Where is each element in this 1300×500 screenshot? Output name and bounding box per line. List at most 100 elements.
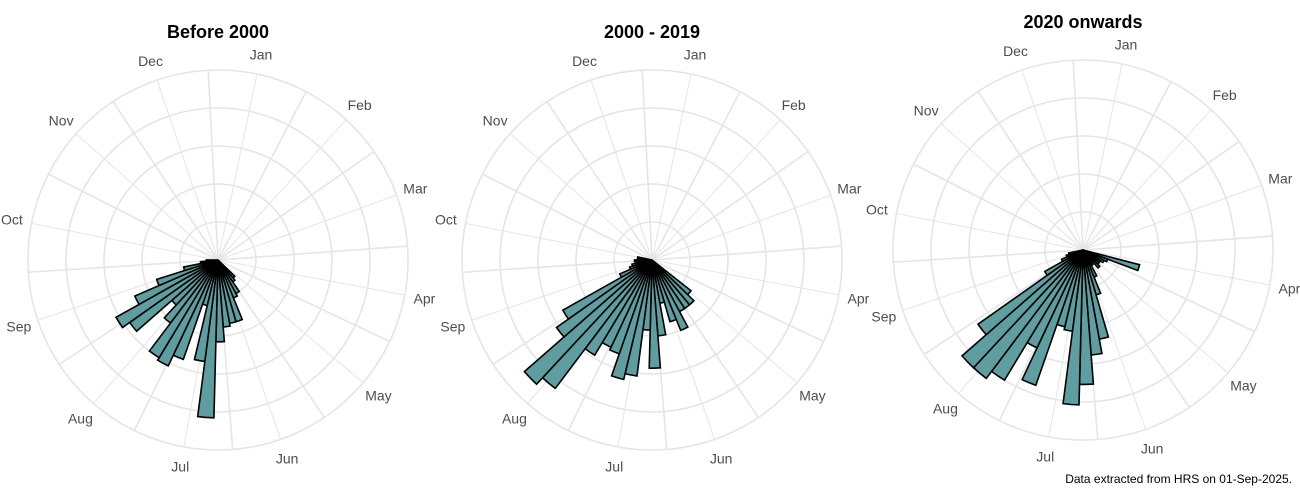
grid-spoke — [217, 119, 347, 261]
grid-circle — [65, 107, 371, 413]
grid-spoke — [1082, 81, 1172, 251]
grid-spoke — [1082, 63, 1123, 251]
grid-spoke — [1082, 184, 1262, 251]
grid-spoke — [977, 91, 1084, 251]
grid-circle — [461, 69, 843, 451]
rose-bar — [114, 259, 219, 329]
grid-spoke — [546, 101, 653, 261]
month-label-aug: Aug — [502, 411, 527, 427]
grid-spoke — [509, 133, 653, 261]
grid-spoke — [217, 259, 364, 384]
month-label-jan: Jan — [250, 46, 273, 62]
month-label-may: May — [365, 388, 391, 404]
grid-circle — [537, 145, 767, 375]
rose-bar — [523, 259, 653, 386]
grid-spoke — [48, 173, 219, 261]
grid-spoke — [217, 150, 375, 261]
rose-bar — [155, 259, 219, 287]
month-label-jan: Jan — [684, 46, 707, 62]
grid-spoke — [217, 73, 258, 261]
month-label-nov: Nov — [483, 112, 508, 128]
month-label-oct: Oct — [1, 212, 23, 228]
grid-spoke — [1072, 60, 1084, 251]
month-label-oct: Oct — [866, 202, 888, 218]
grid-spoke — [651, 259, 839, 296]
month-label-mar: Mar — [1268, 170, 1292, 186]
grid-spoke — [1082, 249, 1229, 374]
grid-spoke — [651, 150, 809, 261]
grid-spoke — [217, 245, 408, 261]
month-label-sep: Sep — [871, 309, 896, 325]
grid-spoke — [1082, 249, 1190, 408]
grid-spoke — [217, 91, 307, 261]
month-label-feb: Feb — [782, 97, 806, 113]
month-label-aug: Aug — [933, 401, 958, 417]
polar-panel-2: Jan Feb Mar Apr May Jun Jul Aug Sep Oct Nov Dec 2000… — [435, 22, 870, 475]
grid-spoke — [651, 259, 824, 343]
grid-spoke — [156, 79, 219, 261]
grid-spoke — [1021, 69, 1084, 251]
grid-spoke — [641, 70, 653, 261]
grid-spoke — [913, 163, 1084, 251]
rose-bar — [561, 259, 653, 321]
grid-spoke — [112, 101, 219, 261]
grid-spoke — [651, 119, 781, 261]
grid-spoke — [1082, 249, 1255, 333]
rose-bar — [205, 259, 219, 263]
month-label-mar: Mar — [837, 180, 861, 196]
grid-spoke — [940, 123, 1084, 251]
rose-bar — [636, 255, 653, 261]
rose-bar — [960, 249, 1084, 369]
month-label-dec: Dec — [138, 53, 163, 69]
grid-spoke — [75, 133, 219, 261]
grid-spoke — [207, 70, 219, 261]
grid-spoke — [893, 249, 1084, 264]
grid-spoke — [651, 194, 831, 261]
grid-spoke — [471, 259, 653, 321]
month-label-jun: Jun — [1141, 440, 1164, 456]
grid-spoke — [1082, 109, 1212, 251]
grid-spoke — [1082, 235, 1273, 251]
grid-spoke — [465, 222, 653, 261]
month-label-jul: Jul — [605, 459, 623, 475]
month-label-jul: Jul — [171, 459, 189, 475]
month-label-sep: Sep — [440, 319, 465, 335]
grid-spoke — [651, 73, 692, 261]
grid-spoke — [217, 259, 405, 296]
month-label-feb: Feb — [1213, 87, 1237, 103]
rose-bar — [976, 249, 1084, 336]
rose-bar — [633, 259, 653, 263]
month-label-aug: Aug — [68, 411, 93, 427]
grid-spoke — [651, 245, 842, 261]
month-label-jul: Jul — [1036, 449, 1054, 465]
grid-spoke — [590, 79, 653, 261]
rose-bar — [163, 259, 219, 325]
month-label-mar: Mar — [403, 180, 427, 196]
rose-bar — [651, 259, 678, 323]
rose-bar — [651, 259, 689, 332]
rose-bar — [555, 259, 653, 339]
grid-circle — [930, 97, 1236, 403]
rose-bar — [1043, 249, 1084, 277]
rose-bar — [631, 259, 653, 268]
month-label-jun: Jun — [710, 450, 733, 466]
grid-circle — [103, 145, 333, 375]
month-label-oct: Oct — [435, 212, 457, 228]
month-label-nov: Nov — [49, 112, 74, 128]
month-label-may: May — [799, 388, 825, 404]
grid-circle — [27, 69, 409, 451]
rose-bar — [1067, 249, 1084, 256]
grid-spoke — [1082, 249, 1270, 286]
grid-spoke — [462, 259, 653, 274]
month-label-dec: Dec — [572, 53, 597, 69]
month-label-may: May — [1230, 378, 1256, 394]
month-label-jan: Jan — [1115, 36, 1138, 52]
data-source-caption: Data extracted from HRS on 01-Sep-2025. — [1065, 472, 1292, 486]
grid-circle — [892, 59, 1274, 441]
polar-panel-1: Jan Feb Mar Apr May Jun Jul Aug Sep Oct Nov DecBefo… — [1, 22, 436, 475]
panel-title: 2020 onwards — [1023, 12, 1142, 32]
grid-spoke — [31, 222, 219, 261]
grid-circle — [499, 107, 805, 413]
month-label-apr: Apr — [848, 291, 870, 307]
grid-spoke — [28, 259, 219, 274]
